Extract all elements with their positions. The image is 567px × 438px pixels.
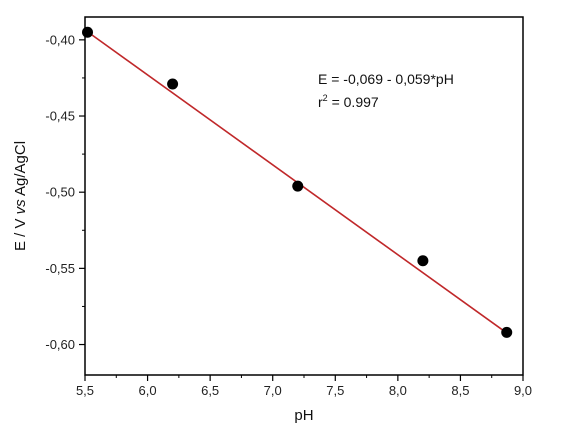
x-tick-label: 6,0 <box>139 383 157 398</box>
plot-frame <box>84 16 524 376</box>
data-point <box>167 78 179 90</box>
r-squared-superscript: 2 <box>323 93 328 103</box>
r-squared-value: = 0.997 <box>328 94 379 110</box>
data-point <box>82 26 94 38</box>
x-tick-label: 9,0 <box>514 383 532 398</box>
fit-equation: E = -0,069 - 0,059*pH <box>318 71 454 87</box>
y-axis-title-part-3: Ag/AgCl <box>12 141 29 199</box>
y-tick-label: -0,45 <box>45 109 75 124</box>
y-tick-label: -0,60 <box>45 337 75 352</box>
data-point <box>292 180 304 192</box>
x-tick-label: 7,5 <box>326 383 344 398</box>
data-point <box>501 326 513 338</box>
y-axis-title: E / V vs Ag/AgCl <box>12 141 29 251</box>
x-tick-label: 8,0 <box>389 383 407 398</box>
r-squared: r2 = 0.997 <box>318 93 379 110</box>
y-tick-label: -0,50 <box>45 185 75 200</box>
y-tick-label: -0,40 <box>45 32 75 47</box>
y-tick-label: -0,55 <box>45 261 75 276</box>
y-axis-title-part-2: vs <box>12 199 29 215</box>
r-squared-base: r <box>318 94 323 110</box>
data-point <box>417 255 429 267</box>
x-axis-title: pH <box>294 407 313 424</box>
x-tick-label: 8,5 <box>451 383 469 398</box>
x-tick-label: 7,0 <box>264 383 282 398</box>
y-axis-title-part-1: E / V <box>12 214 29 251</box>
x-tick-label: 5,5 <box>76 383 94 398</box>
x-tick-label: 6,5 <box>201 383 219 398</box>
